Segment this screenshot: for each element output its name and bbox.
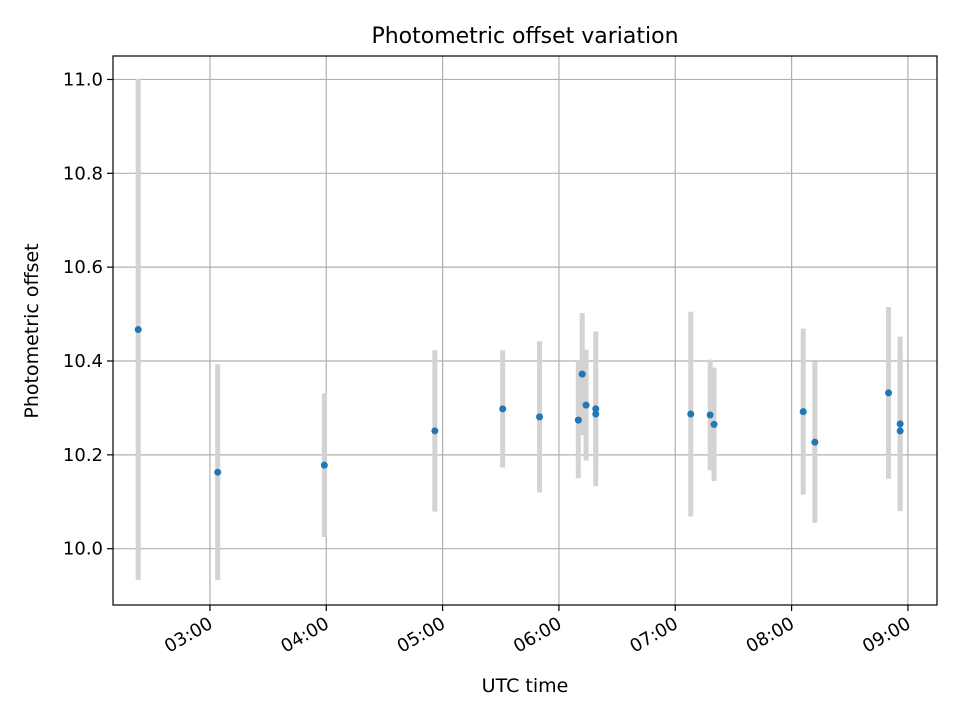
y-axis-ticks: 10.0 10.2 10.4 10.6 10.8 11.0 xyxy=(63,69,113,560)
data-point xyxy=(536,413,544,421)
data-point xyxy=(706,411,714,419)
data-point xyxy=(578,370,586,378)
data-point xyxy=(320,461,328,469)
data-point xyxy=(134,326,142,334)
data-point xyxy=(799,408,807,416)
data-point xyxy=(710,420,718,428)
data-point xyxy=(499,405,507,413)
data-point xyxy=(896,427,904,435)
y-axis-label: Photometric offset xyxy=(21,243,43,418)
data-point xyxy=(687,410,695,418)
y-tick-label: 10.6 xyxy=(63,257,103,278)
chart-title: Photometric offset variation xyxy=(371,24,678,49)
data-point xyxy=(214,468,222,476)
x-axis-label: UTC time xyxy=(482,675,569,697)
data-point xyxy=(885,389,893,397)
data-point xyxy=(592,405,600,413)
y-tick-label: 10.8 xyxy=(63,163,103,184)
y-tick-label: 10.0 xyxy=(63,539,103,560)
data-point xyxy=(431,427,439,435)
data-point xyxy=(811,438,819,446)
data-point xyxy=(574,416,582,424)
y-tick-label: 11.0 xyxy=(63,69,103,90)
y-tick-label: 10.4 xyxy=(63,351,103,372)
grid xyxy=(113,56,937,605)
data-point xyxy=(582,401,590,409)
data-point xyxy=(896,420,904,428)
data-points xyxy=(134,326,904,476)
data-point xyxy=(592,410,600,418)
y-tick-label: 10.2 xyxy=(63,445,103,466)
plot-frame xyxy=(112,55,938,606)
